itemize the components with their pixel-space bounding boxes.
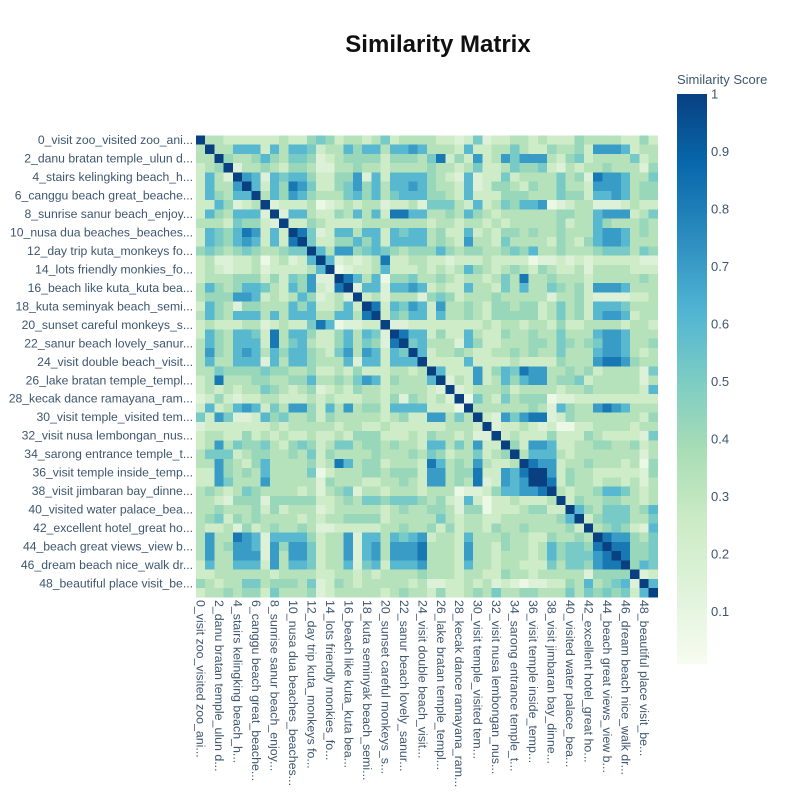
svg-text:0.9: 0.9: [711, 144, 729, 159]
svg-text:32_visit nusa lembongan_nus...: 32_visit nusa lembongan_nus...: [22, 429, 193, 443]
svg-text:28_kecak dance ramayana_ram...: 28_kecak dance ramayana_ram...: [452, 600, 466, 787]
svg-text:46_dream beach nice_walk dr...: 46_dream beach nice_walk dr...: [21, 558, 193, 572]
svg-text:4_stairs kelingking beach_h...: 4_stairs kelingking beach_h...: [231, 600, 245, 763]
svg-text:4_stairs kelingking beach_h...: 4_stairs kelingking beach_h...: [32, 170, 193, 184]
svg-text:0.5: 0.5: [711, 374, 729, 389]
svg-text:8_sunrise sanur beach_enjoy...: 8_sunrise sanur beach_enjoy...: [25, 207, 193, 221]
svg-text:30_visit temple_visited tem...: 30_visit temple_visited tem...: [37, 410, 193, 424]
svg-text:40_visited water palace_bea...: 40_visited water palace_bea...: [563, 600, 577, 767]
svg-text:0.1: 0.1: [711, 604, 729, 619]
svg-text:36_visit temple inside_temp...: 36_visit temple inside_temp...: [32, 466, 193, 480]
svg-text:12_day trip kuta_monkeys fo...: 12_day trip kuta_monkeys fo...: [27, 244, 193, 258]
svg-text:Similarity Score: Similarity Score: [677, 72, 767, 87]
svg-text:24_visit double beach_visit...: 24_visit double beach_visit...: [37, 355, 193, 369]
svg-text:18_kuta seminyak beach_semi...: 18_kuta seminyak beach_semi...: [360, 600, 374, 780]
svg-text:16_beach like kuta_kuta bea...: 16_beach like kuta_kuta bea...: [28, 281, 193, 295]
svg-text:44_beach great views_view b...: 44_beach great views_view b...: [600, 600, 614, 773]
svg-text:18_kuta seminyak beach_semi...: 18_kuta seminyak beach_semi...: [16, 299, 194, 313]
svg-text:38_visit jimbaran bay_dinne...: 38_visit jimbaran bay_dinne...: [545, 600, 559, 764]
svg-text:42_excellent hotel_great ho...: 42_excellent hotel_great ho...: [582, 600, 596, 763]
svg-text:42_excellent hotel_great ho...: 42_excellent hotel_great ho...: [33, 521, 193, 535]
svg-text:0.3: 0.3: [711, 489, 729, 504]
svg-text:10_nusa dua beaches_beaches...: 10_nusa dua beaches_beaches...: [286, 600, 300, 786]
svg-text:Similarity Matrix: Similarity Matrix: [345, 31, 531, 58]
svg-text:20_sunset careful monkeys_s...: 20_sunset careful monkeys_s...: [22, 318, 193, 332]
svg-text:10_nusa dua beaches_beaches...: 10_nusa dua beaches_beaches...: [10, 225, 193, 239]
svg-text:26_lake bratan temple_templ...: 26_lake bratan temple_templ...: [434, 600, 448, 770]
svg-text:0_visit zoo_visited zoo_ani...: 0_visit zoo_visited zoo_ani...: [194, 600, 208, 758]
svg-text:0.7: 0.7: [711, 259, 729, 274]
svg-text:48_beautiful place visit_be...: 48_beautiful place visit_be...: [39, 577, 193, 591]
svg-text:6_canggu beach great_beache...: 6_canggu beach great_beache...: [15, 189, 193, 203]
svg-text:0_visit zoo_visited zoo_ani...: 0_visit zoo_visited zoo_ani...: [38, 133, 193, 147]
svg-text:30_visit temple_visited tem...: 30_visit temple_visited tem...: [471, 600, 485, 759]
svg-text:0.4: 0.4: [711, 432, 729, 447]
svg-text:2_danu bratan temple_ulun d...: 2_danu bratan temple_ulun d...: [24, 152, 193, 166]
svg-text:12_day trip kuta_monkeys fo...: 12_day trip kuta_monkeys fo...: [304, 600, 318, 769]
svg-text:48_beautiful place visit_be...: 48_beautiful place visit_be...: [637, 600, 651, 756]
svg-text:0.6: 0.6: [711, 317, 729, 332]
svg-text:14_lots friendly monkies_fo...: 14_lots friendly monkies_fo...: [35, 262, 193, 276]
svg-text:22_sanur beach lovely_sanur...: 22_sanur beach lovely_sanur...: [397, 600, 411, 772]
svg-text:2_danu bratan temple_ulun d...: 2_danu bratan temple_ulun d...: [212, 600, 226, 772]
svg-text:24_visit double beach_visit...: 24_visit double beach_visit...: [415, 600, 429, 758]
svg-text:32_visit nusa lembongan_nus...: 32_visit nusa lembongan_nus...: [489, 600, 503, 774]
svg-text:6_canggu beach great_beache...: 6_canggu beach great_beache...: [249, 600, 263, 781]
svg-text:0.2: 0.2: [711, 547, 729, 562]
svg-text:34_sarong entrance temple_t...: 34_sarong entrance temple_t...: [508, 600, 522, 772]
svg-text:34_sarong entrance temple_t...: 34_sarong entrance temple_t...: [24, 447, 193, 461]
svg-text:26_lake bratan temple_templ...: 26_lake bratan temple_templ...: [26, 373, 193, 387]
svg-text:22_sanur beach lovely_sanur...: 22_sanur beach lovely_sanur...: [24, 336, 193, 350]
svg-text:16_beach like kuta_kuta bea...: 16_beach like kuta_kuta bea...: [341, 600, 355, 768]
svg-text:8_sunrise sanur beach_enjoy...: 8_sunrise sanur beach_enjoy...: [267, 600, 281, 771]
svg-text:28_kecak dance ramayana_ram...: 28_kecak dance ramayana_ram...: [9, 392, 193, 406]
svg-text:44_beach great views_view b...: 44_beach great views_view b...: [23, 540, 193, 554]
svg-text:46_dream beach nice_walk dr...: 46_dream beach nice_walk dr...: [619, 600, 633, 775]
svg-text:14_lots friendly monkies_fo...: 14_lots friendly monkies_fo...: [323, 600, 337, 760]
svg-text:40_visited water palace_bea...: 40_visited water palace_bea...: [28, 503, 193, 517]
svg-text:0.8: 0.8: [711, 202, 729, 217]
svg-text:38_visit jimbaran bay_dinne...: 38_visit jimbaran bay_dinne...: [32, 484, 193, 498]
svg-text:36_visit temple inside_temp...: 36_visit temple inside_temp...: [526, 600, 540, 763]
svg-text:20_sunset careful monkeys_s...: 20_sunset careful monkeys_s...: [378, 600, 392, 774]
svg-text:1: 1: [711, 87, 718, 102]
